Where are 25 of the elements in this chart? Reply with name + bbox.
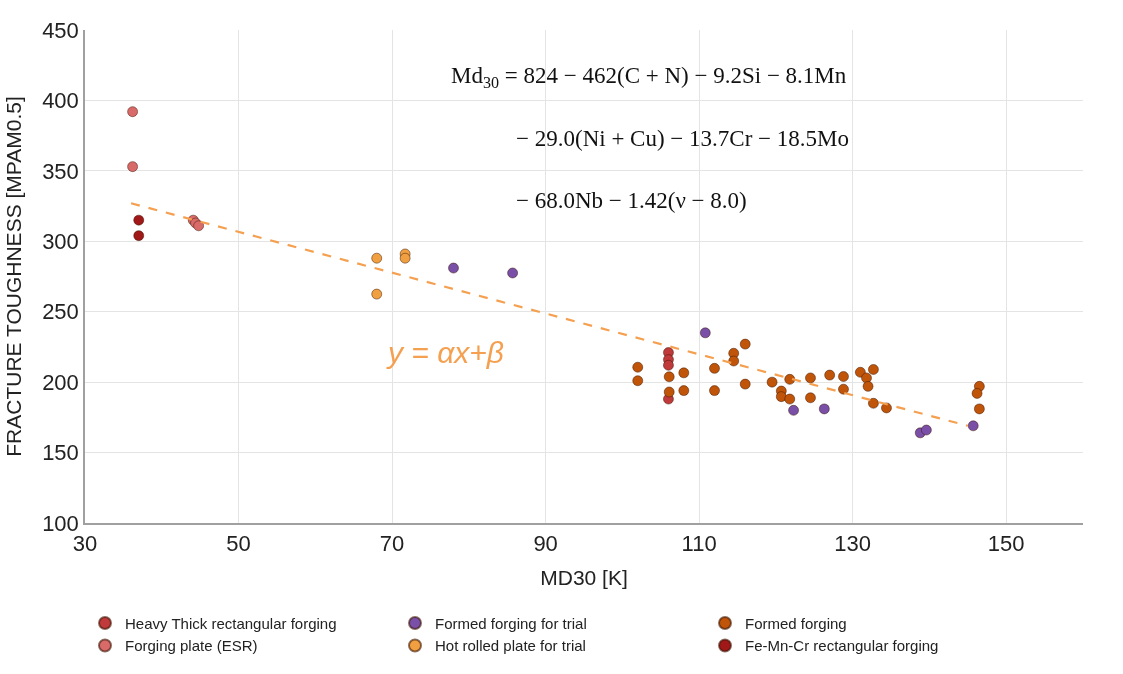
y-axis-title: FRACTURE TOUGHNESS [MPAM0.5] <box>1 96 25 457</box>
x-tick-label: 110 <box>681 531 717 557</box>
legend-label: Hot rolled plate for trial <box>435 637 586 655</box>
annotation: − 68.0Nb − 1.42(ν − 8.0) <box>516 188 747 213</box>
annotation: Md$_{30}$ = 824 − 462(C + N) − 9.2Si − 8.1Mn <box>451 63 847 91</box>
y-tick-label: 350 <box>42 158 79 184</box>
legend-label: Formed forging for trial <box>435 614 587 632</box>
x-tick-label: 50 <box>226 531 251 557</box>
y-tick-label: 450 <box>42 17 79 43</box>
legend-label: Forging plate (ESR) <box>125 637 258 655</box>
x-tick-label: 70 <box>379 531 405 557</box>
x-tick-label: 130 <box>834 531 872 557</box>
legend-label: Heavy Thick rectangular forging <box>125 614 337 632</box>
legend-label: Formed forging <box>745 614 847 632</box>
y-tick-label: 200 <box>42 369 79 395</box>
y-tick-label: 300 <box>42 228 79 254</box>
x-axis-title: MD30 [K] <box>540 565 628 589</box>
y-tick-label: 150 <box>42 440 79 466</box>
y-tick-label: 400 <box>42 88 79 114</box>
y-tick-label: 250 <box>42 299 79 325</box>
x-tick-label: 90 <box>533 531 558 557</box>
legend-label: Fe-Mn-Cr rectangular forging <box>745 637 939 655</box>
annotation: − 29.0(Ni + Cu) − 13.7Cr − 18.5Mo <box>516 126 849 151</box>
x-tick-label: 150 <box>987 531 1025 557</box>
annotation: y = αx+β <box>386 336 504 369</box>
